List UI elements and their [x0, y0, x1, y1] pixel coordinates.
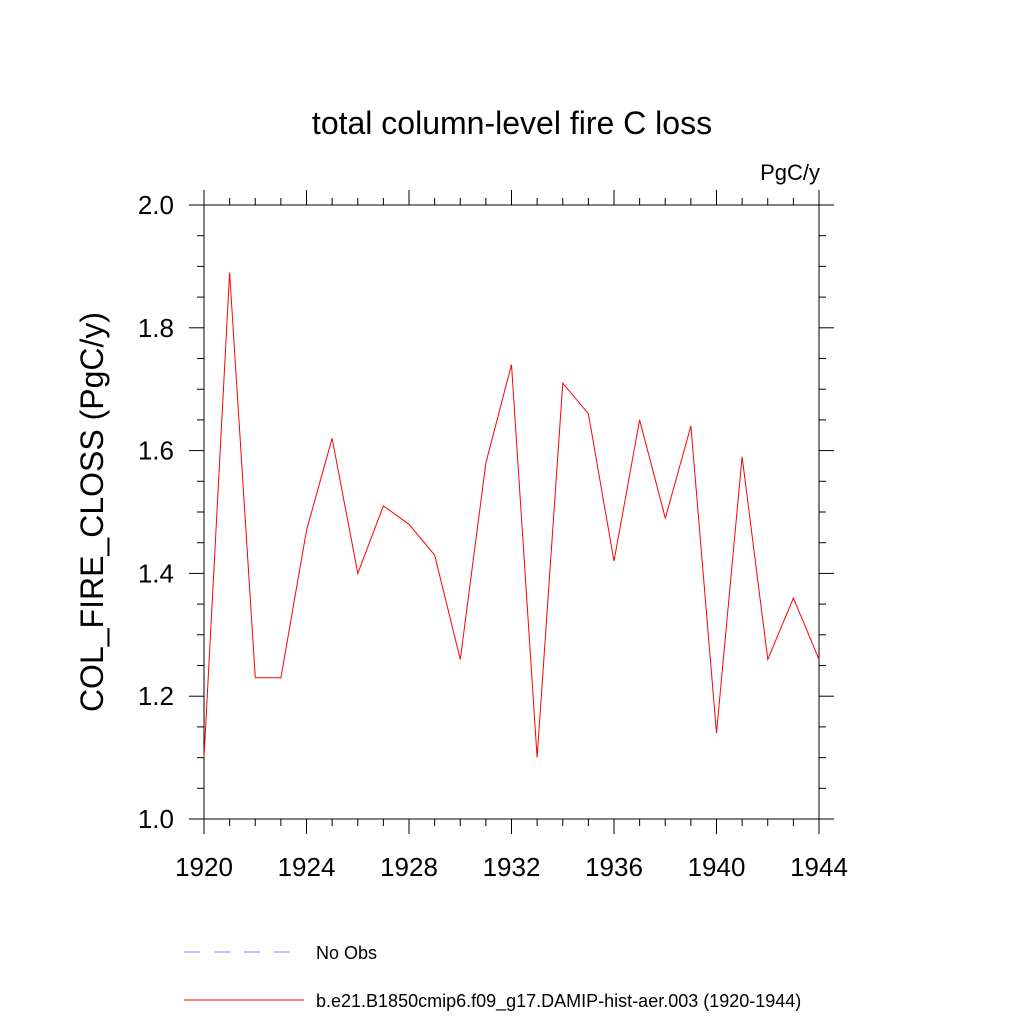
- y-tick-label: 1.4: [138, 558, 174, 588]
- axis-ticks: 1920 1924 1928 1932 1936 1940 1944 1.0 1.2 1.4 1.6…: [138, 190, 848, 882]
- y-axis-label: COL_FIRE_CLOSS (PgC/y): [74, 312, 110, 712]
- chart-title: total column-level fire C loss: [312, 105, 712, 141]
- legend: No Obs b.e21.B1850cmip6.f09_g17.DAMIP-his…: [184, 943, 801, 1012]
- y-tick-label: 1.0: [138, 804, 174, 834]
- y-tick-label: 1.6: [138, 436, 174, 466]
- y-tick-label: 1.2: [138, 681, 174, 711]
- y-tick-label: 2.0: [138, 190, 174, 220]
- plot-frame: [203, 204, 820, 820]
- y-tick-label: 1.8: [138, 313, 174, 343]
- x-tick-label: 1940: [688, 852, 746, 882]
- x-tick-label: 1932: [483, 852, 541, 882]
- legend-label: No Obs: [316, 943, 377, 963]
- legend-label: b.e21.B1850cmip6.f09_g17.DAMIP-hist-aer.…: [316, 991, 801, 1012]
- x-tick-label: 1924: [278, 852, 336, 882]
- series-layer: [203, 272, 820, 758]
- x-tick-label: 1920: [175, 852, 233, 882]
- x-tick-label: 1928: [380, 852, 438, 882]
- units-label: PgC/y: [760, 160, 820, 185]
- series-line: [203, 272, 820, 758]
- x-tick-label: 1944: [790, 852, 848, 882]
- x-tick-label: 1936: [585, 852, 643, 882]
